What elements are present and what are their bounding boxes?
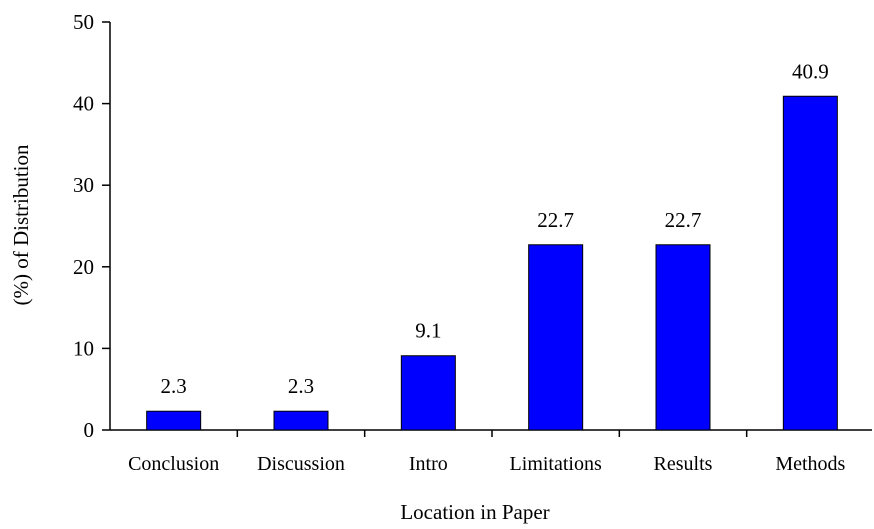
data-label-conclusion: 2.3 (161, 374, 187, 398)
data-label-results: 22.7 (665, 208, 702, 232)
y-axis: 0 10 20 30 40 50 (73, 10, 111, 442)
bars (146, 95, 838, 431)
y-tick-label: 20 (73, 255, 94, 279)
category-label-discussion: Discussion (257, 453, 345, 475)
bar-methods (782, 95, 838, 431)
bar-limitations (528, 244, 584, 431)
category-label-conclusion: Conclusion (128, 453, 219, 475)
category-label-limitations: Limitations (510, 453, 602, 475)
x-axis-title: Location in Paper (400, 500, 549, 524)
bar-discussion (273, 410, 329, 431)
category-labels: Conclusion Discussion Intro Limitations Resu… (128, 453, 845, 475)
data-label-methods: 40.9 (792, 59, 829, 83)
data-label-intro: 9.1 (415, 319, 441, 343)
data-label-limitations: 22.7 (537, 208, 574, 232)
y-tick-label: 50 (73, 10, 94, 34)
y-tick-label: 10 (73, 336, 94, 360)
x-axis (110, 429, 872, 437)
y-tick-label: 30 (73, 173, 94, 197)
data-labels: 2.3 2.3 9.1 22.7 22.7 40.9 (161, 59, 829, 398)
data-label-discussion: 2.3 (288, 374, 314, 398)
category-label-results: Results (654, 453, 713, 475)
y-tick-label: 0 (84, 418, 95, 442)
y-axis-title: (%) of Distribution (9, 144, 33, 305)
bar-conclusion (146, 410, 202, 431)
bar-results (655, 244, 711, 431)
category-label-intro: Intro (409, 453, 448, 475)
y-tick-label: 40 (73, 92, 94, 116)
category-label-methods: Methods (775, 453, 845, 475)
bar-intro (400, 355, 456, 431)
